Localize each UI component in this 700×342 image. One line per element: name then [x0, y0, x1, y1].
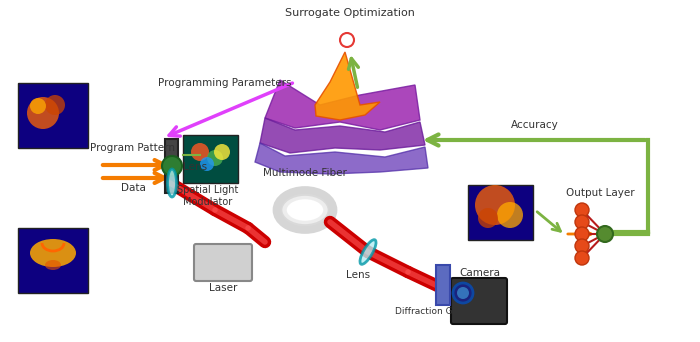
Circle shape [207, 150, 223, 166]
Circle shape [457, 287, 469, 299]
Circle shape [597, 226, 613, 242]
Circle shape [478, 208, 498, 228]
FancyBboxPatch shape [468, 185, 533, 240]
Text: Lens: Lens [346, 270, 370, 280]
Ellipse shape [30, 239, 76, 267]
Circle shape [475, 185, 515, 225]
FancyBboxPatch shape [436, 265, 450, 305]
Circle shape [27, 97, 59, 129]
Circle shape [575, 215, 589, 229]
FancyBboxPatch shape [451, 278, 507, 324]
Text: Program Pattern: Program Pattern [90, 143, 176, 153]
Circle shape [575, 251, 589, 265]
Text: Data: Data [120, 183, 146, 193]
Text: Laser: Laser [209, 283, 237, 293]
Text: Camera: Camera [459, 268, 500, 278]
Circle shape [162, 156, 182, 176]
Ellipse shape [167, 169, 176, 197]
FancyBboxPatch shape [183, 135, 238, 183]
Circle shape [575, 203, 589, 217]
Text: Surrogate Optimization: Surrogate Optimization [285, 8, 415, 18]
Circle shape [191, 143, 209, 161]
Text: Output Layer: Output Layer [566, 188, 634, 198]
Ellipse shape [45, 260, 61, 270]
Polygon shape [255, 143, 428, 174]
Text: Multimode Fiber: Multimode Fiber [263, 168, 347, 178]
Text: Spatial Light
Modulator: Spatial Light Modulator [177, 185, 239, 207]
Text: Diffraction Grating: Diffraction Grating [395, 307, 480, 316]
FancyBboxPatch shape [18, 83, 88, 148]
Circle shape [45, 95, 65, 115]
Polygon shape [260, 118, 425, 153]
Text: Accuracy: Accuracy [511, 120, 559, 130]
Polygon shape [315, 52, 380, 120]
Circle shape [30, 98, 46, 114]
Circle shape [575, 239, 589, 253]
FancyBboxPatch shape [194, 244, 252, 281]
Polygon shape [265, 80, 420, 130]
FancyBboxPatch shape [18, 228, 88, 293]
Ellipse shape [360, 240, 376, 264]
Text: Programming Parameters: Programming Parameters [158, 78, 292, 88]
Circle shape [453, 283, 473, 303]
FancyBboxPatch shape [165, 139, 178, 193]
Text: Lens: Lens [183, 162, 207, 172]
Circle shape [497, 202, 523, 228]
Circle shape [214, 144, 230, 160]
Circle shape [200, 157, 214, 171]
Circle shape [575, 227, 589, 241]
